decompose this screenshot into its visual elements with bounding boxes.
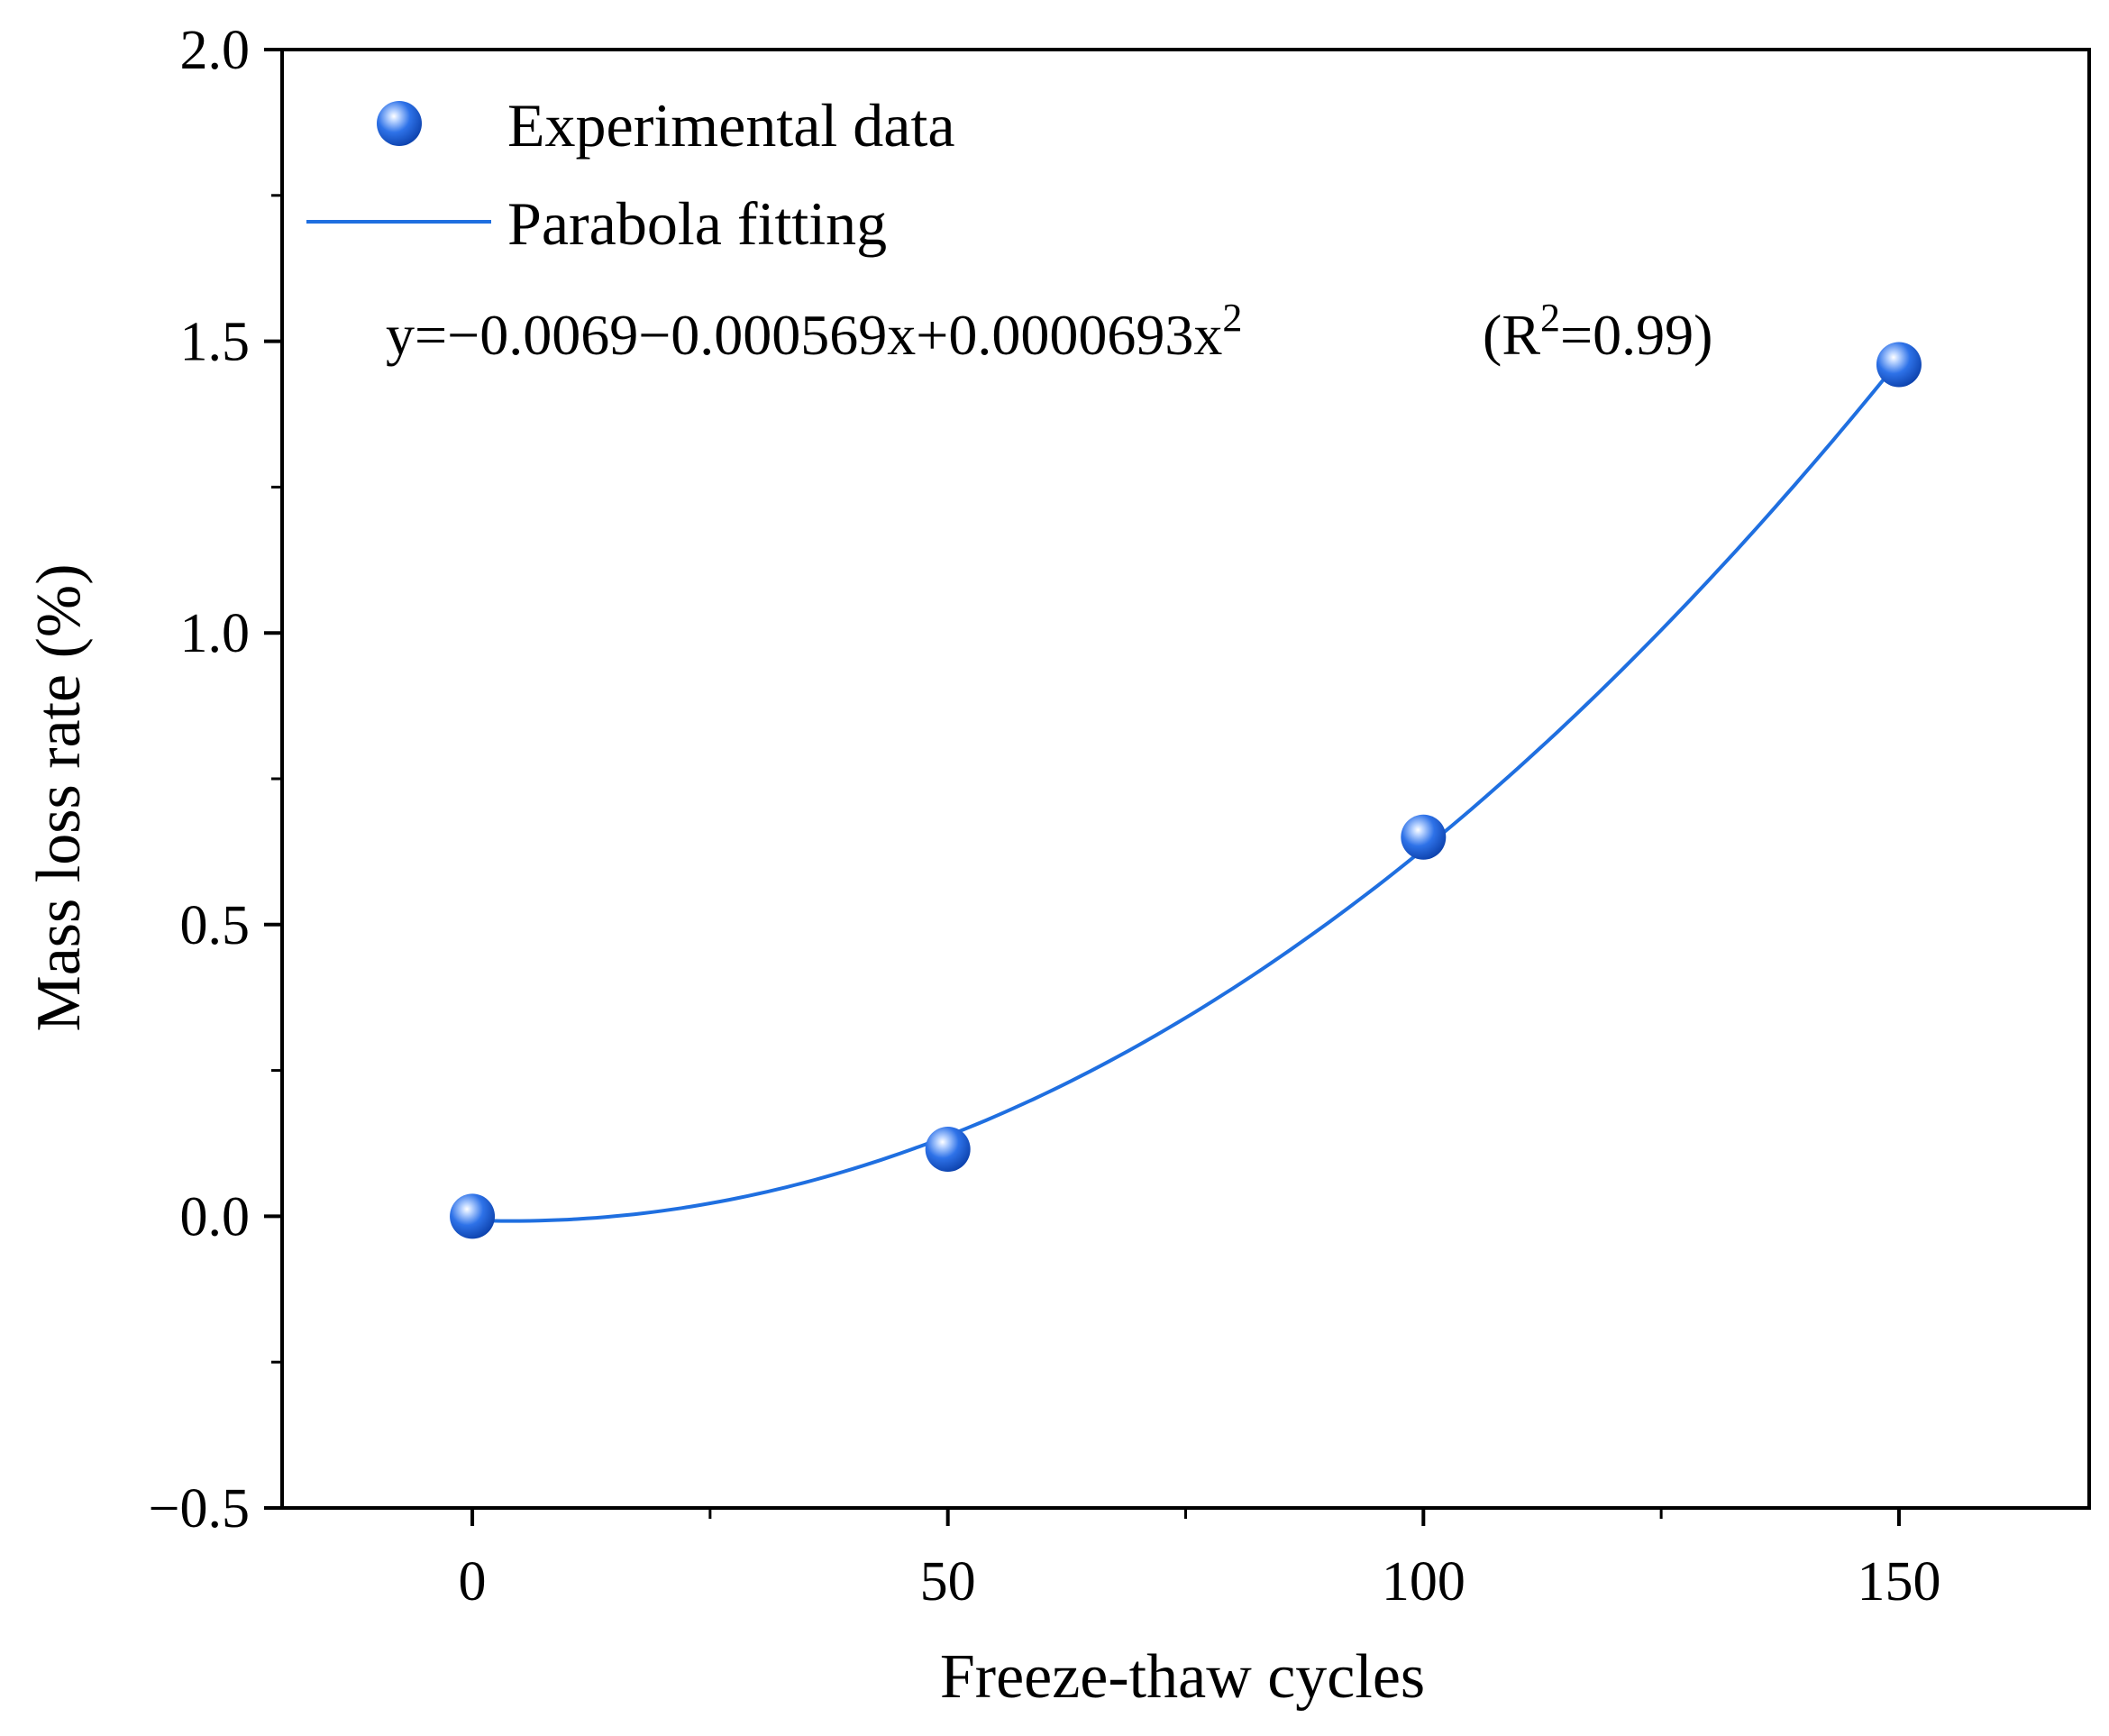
- plot-frame: [280, 48, 2091, 1510]
- equation-main: y=−0.0069−0.000569x+0.0000693x: [386, 303, 1222, 367]
- data-point: [925, 1126, 971, 1172]
- y-tick-label: 1.0: [180, 603, 251, 664]
- equation-superscript: 2: [1222, 296, 1242, 340]
- y-tick-label: 1.5: [180, 312, 251, 373]
- y-tick-label: −0.5: [149, 1478, 250, 1540]
- x-tick-label: 150: [1857, 1551, 1940, 1613]
- y-axis-label: Mass loss rate (%): [24, 563, 94, 1031]
- y-tick-labels: −0.5 0.0 0.5 1.0 1.5 2.0: [149, 20, 250, 1540]
- y-tick-label: 0.0: [180, 1186, 251, 1247]
- r-squared-superscript: 2: [1540, 296, 1560, 340]
- x-tick-label: 50: [920, 1551, 976, 1613]
- data-point: [450, 1193, 496, 1239]
- data-point: [1876, 342, 1922, 388]
- legend-label-fitting: Parabola fitting: [507, 189, 887, 258]
- fit-curve: [472, 359, 1901, 1223]
- fit-equation: y=−0.0069−0.000569x+0.0000693x2: [386, 296, 1242, 367]
- axis-ticks: [264, 48, 1901, 1526]
- r-squared-close: =0.99): [1560, 303, 1712, 367]
- x-tick-label: 100: [1382, 1551, 1465, 1613]
- r-squared: (R2=0.99): [1483, 296, 1712, 367]
- y-tick-label: 0.5: [180, 895, 251, 956]
- data-point: [1401, 814, 1447, 860]
- x-tick-label: 0: [459, 1551, 487, 1613]
- legend: Experimental data Parabola fitting: [306, 91, 955, 258]
- x-tick-labels: 0 50 100 150: [459, 1551, 1941, 1613]
- fit-curve-layer: [472, 359, 1901, 1223]
- r-squared-open: (R: [1483, 303, 1540, 367]
- data-points-layer: [450, 342, 1922, 1239]
- x-axis-label: Freeze-thaw cycles: [940, 1642, 1425, 1712]
- legend-marker-experimental: [377, 101, 422, 146]
- legend-label-experimental: Experimental data: [507, 91, 955, 160]
- y-tick-label: 2.0: [180, 20, 251, 81]
